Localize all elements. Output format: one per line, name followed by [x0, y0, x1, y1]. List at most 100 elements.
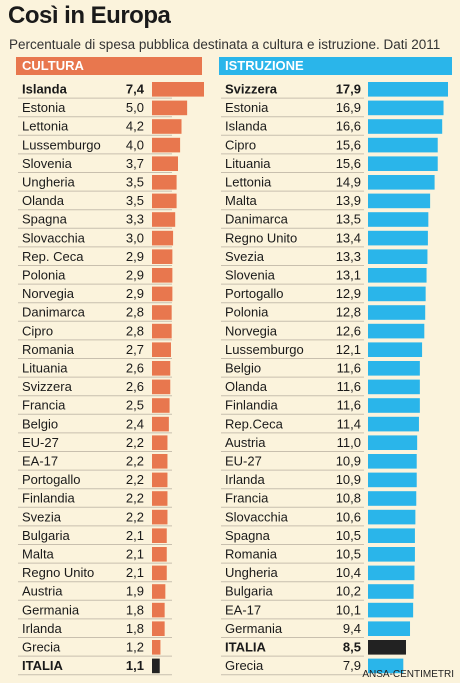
istruzione-value-label: 10,6 — [336, 509, 361, 524]
cultura-bar — [152, 342, 171, 357]
istruzione-category-label: Lituania — [225, 156, 271, 171]
cultura-category-label: Finlandia — [22, 491, 76, 506]
cultura-value-label: 2,1 — [126, 528, 144, 543]
istruzione-bar — [368, 658, 404, 674]
istruzione-bar — [368, 82, 448, 97]
istruzione-bar — [368, 361, 420, 376]
cultura-bar — [152, 119, 182, 134]
istruzione-value-label: 10,9 — [336, 472, 361, 487]
istruzione-value-label: 17,9 — [336, 82, 361, 97]
istruzione-value-label: 10,4 — [336, 565, 361, 580]
cultura-value-label: 3,3 — [126, 212, 144, 227]
istruzione-bar — [368, 100, 444, 116]
istruzione-value-label: 10,2 — [336, 584, 361, 599]
istruzione-category-label: Finlandia — [225, 398, 279, 413]
cultura-category-label: Spagna — [22, 212, 68, 227]
istruzione-bar — [368, 454, 417, 469]
istruzione-bar — [368, 342, 423, 357]
istruzione-bar — [368, 379, 420, 395]
cultura-value-label: 2,2 — [126, 509, 144, 524]
istruzione-bar — [368, 640, 406, 655]
cultura-bar — [152, 584, 166, 599]
istruzione-category-label: Spagna — [225, 528, 271, 543]
istruzione-bar — [368, 416, 419, 432]
istruzione-bar — [368, 230, 428, 246]
istruzione-category-label: Regno Unito — [225, 230, 297, 245]
cultura-bar — [152, 416, 169, 432]
cultura-value-label: 3,5 — [126, 175, 144, 190]
istruzione-category-label: Slovacchia — [225, 509, 289, 524]
cultura-value-label: 2,8 — [126, 323, 144, 338]
cultura-bar — [152, 175, 177, 190]
cultura-bar — [152, 621, 165, 636]
cultura-value-label: 3,7 — [126, 156, 144, 171]
istruzione-category-label: Lettonia — [225, 175, 272, 190]
istruzione-bar — [368, 268, 427, 283]
istruzione-value-label: 11,6 — [337, 398, 361, 413]
istruzione-value-label: 13,9 — [336, 193, 361, 208]
cultura-bar — [152, 547, 167, 562]
cultura-value-label: 2,1 — [126, 565, 144, 580]
cultura-header: CULTURA — [16, 57, 202, 75]
istruzione-value-label: 11,0 — [337, 435, 361, 450]
cultura-category-label: Svezia — [22, 509, 62, 524]
istruzione-category-label: Germania — [225, 621, 283, 636]
istruzione-bar — [368, 602, 414, 618]
cultura-category-label: Svizzera — [22, 379, 73, 394]
istruzione-bar — [368, 528, 415, 543]
cultura-value-label: 2,2 — [126, 454, 144, 469]
istruzione-category-label: Francia — [225, 491, 269, 506]
cultura-category-label: Cipro — [22, 323, 53, 338]
cultura-value-label: 2,8 — [126, 305, 144, 320]
cultura-bar — [152, 100, 188, 116]
cultura-value-label: 2,6 — [126, 379, 144, 394]
istruzione-value-label: 15,6 — [336, 137, 361, 152]
cultura-value-label: 2,9 — [126, 249, 144, 264]
istruzione-value-label: 12,1 — [336, 342, 361, 357]
page-subtitle: Percentuale di spesa pubblica destinata … — [9, 37, 441, 52]
cultura-category-label: Norvegia — [22, 286, 75, 301]
cultura-value-label: 2,1 — [126, 547, 144, 562]
cultura-category-label: Francia — [22, 398, 66, 413]
istruzione-category-label: Austria — [225, 435, 266, 450]
cultura-bar — [152, 454, 168, 469]
cultura-category-label: EU-27 — [22, 435, 59, 450]
cultura-bar — [152, 193, 177, 209]
istruzione-value-label: 10,5 — [336, 528, 361, 543]
istruzione-category-label: Portogallo — [225, 286, 284, 301]
cultura-value-label: 2,5 — [126, 398, 144, 413]
istruzione-bar — [368, 509, 416, 525]
cultura-category-label: Ungheria — [22, 175, 76, 190]
istruzione-bar — [368, 565, 415, 581]
cultura-value-label: 2,4 — [126, 416, 144, 431]
cultura-bar — [152, 528, 167, 543]
cultura-value-label: 2,9 — [126, 286, 144, 301]
cultura-bar — [152, 435, 168, 450]
cultura-category-label: Slovacchia — [22, 230, 86, 245]
istruzione-category-label: Rep.Ceca — [225, 416, 284, 431]
istruzione-bar — [368, 212, 429, 227]
cultura-bar — [152, 268, 173, 283]
istruzione-category-label: Estonia — [225, 100, 269, 115]
istruzione-category-label: Irlanda — [225, 472, 266, 487]
cultura-value-label: 1,9 — [126, 584, 144, 599]
istruzione-category-label: Slovenia — [225, 268, 276, 283]
istruzione-value-label: 10,1 — [336, 602, 361, 617]
istruzione-bar — [368, 547, 415, 562]
cultura-value-label: 2,7 — [126, 342, 144, 357]
istruzione-value-label: 8,5 — [343, 640, 361, 655]
istruzione-value-label: 12,8 — [336, 305, 361, 320]
cultura-bar — [152, 602, 165, 618]
istruzione-bar — [368, 323, 425, 339]
cultura-category-label: Islanda — [22, 82, 68, 97]
cultura-category-label: Irlanda — [22, 621, 63, 636]
cultura-category-label: Rep. Ceca — [22, 249, 84, 264]
istruzione-bar — [368, 137, 438, 153]
istruzione-value-label: 10,9 — [336, 454, 361, 469]
istruzione-bar — [368, 286, 426, 302]
cultura-bar — [152, 230, 174, 246]
cultura-bar — [152, 156, 178, 171]
cultura-bar — [152, 658, 160, 674]
istruzione-value-label: 13,3 — [336, 249, 361, 264]
